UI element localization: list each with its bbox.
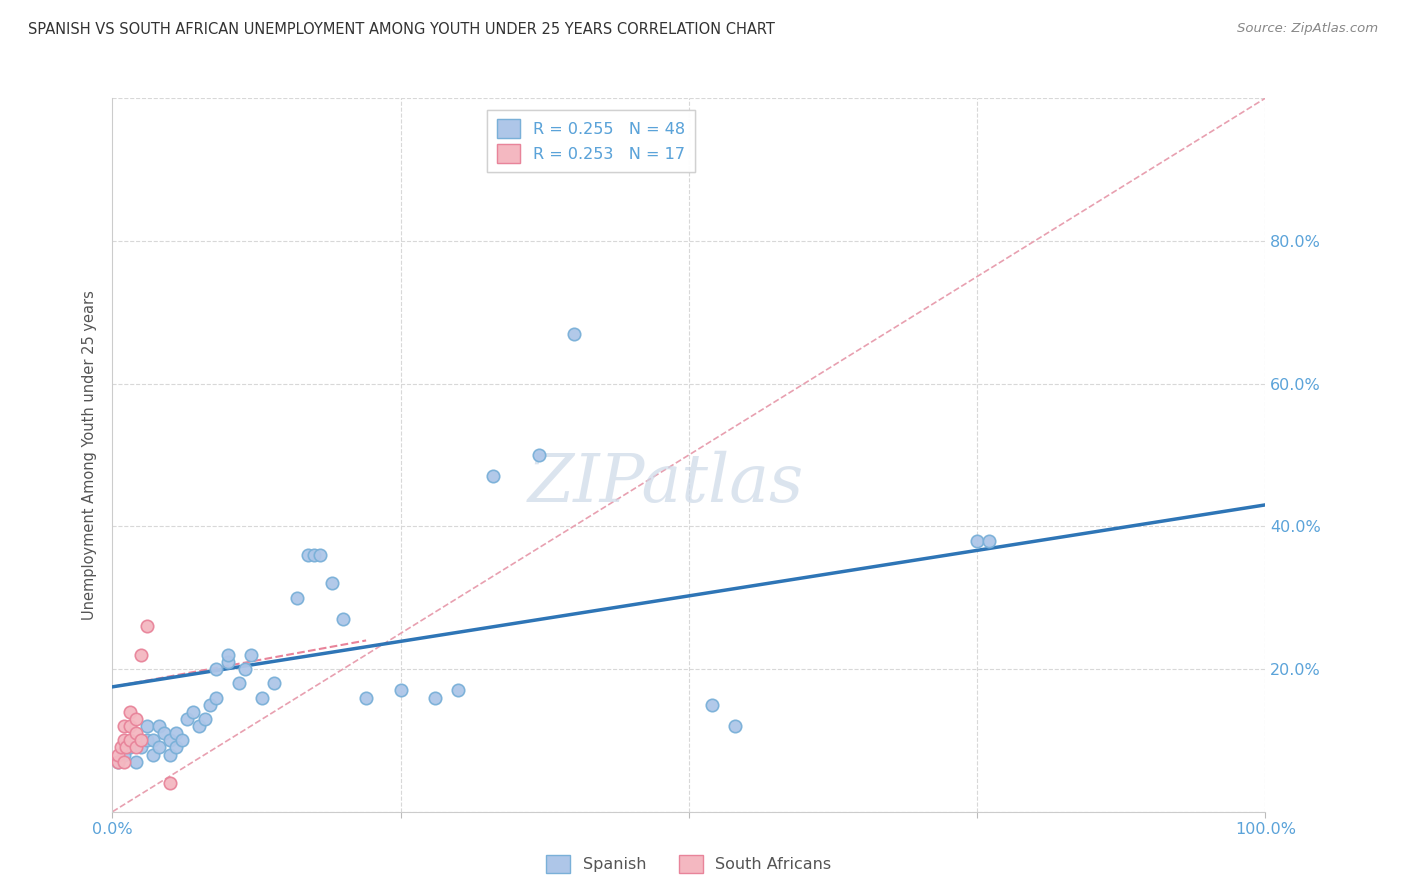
Point — [200, 698, 222, 712]
Point — [124, 740, 146, 755]
Point — [136, 619, 159, 633]
Point — [159, 747, 181, 762]
Point — [159, 776, 181, 790]
Point — [304, 548, 326, 562]
Text: Source: ZipAtlas.com: Source: ZipAtlas.com — [1237, 22, 1378, 36]
Point — [527, 448, 550, 462]
Point — [112, 755, 135, 769]
Point — [142, 747, 165, 762]
Point — [217, 655, 239, 669]
Point — [297, 548, 319, 562]
Point — [129, 733, 153, 747]
Point — [239, 648, 262, 662]
Point — [285, 591, 308, 605]
Point — [205, 662, 228, 676]
Point — [153, 726, 176, 740]
Legend: Spanish, South Africans: Spanish, South Africans — [540, 848, 838, 880]
Point — [165, 726, 187, 740]
Point — [107, 755, 129, 769]
Point — [118, 740, 141, 755]
Point — [136, 719, 159, 733]
Y-axis label: Unemployment Among Youth under 25 years: Unemployment Among Youth under 25 years — [82, 290, 97, 620]
Point — [724, 719, 747, 733]
Point — [233, 662, 256, 676]
Point — [136, 733, 159, 747]
Point — [194, 712, 217, 726]
Point — [354, 690, 377, 705]
Point — [170, 733, 193, 747]
Legend: R = 0.255   N = 48, R = 0.253   N = 17: R = 0.255 N = 48, R = 0.253 N = 17 — [486, 110, 695, 172]
Point — [228, 676, 250, 690]
Point — [447, 683, 470, 698]
Point — [205, 690, 228, 705]
Point — [321, 576, 343, 591]
Point — [187, 719, 211, 733]
Point — [129, 740, 153, 755]
Point — [482, 469, 505, 483]
Point — [124, 755, 146, 769]
Point — [309, 548, 332, 562]
Point — [112, 719, 135, 733]
Point — [332, 612, 354, 626]
Text: ZIPatlas: ZIPatlas — [527, 450, 804, 516]
Point — [112, 733, 135, 747]
Point — [112, 747, 135, 762]
Point — [389, 683, 412, 698]
Point — [107, 755, 129, 769]
Point — [148, 719, 170, 733]
Point — [118, 705, 141, 719]
Point — [217, 648, 239, 662]
Point — [252, 690, 274, 705]
Point — [129, 648, 153, 662]
Point — [966, 533, 988, 548]
Point — [110, 740, 132, 755]
Point — [124, 712, 146, 726]
Point — [115, 740, 138, 755]
Point — [562, 326, 585, 341]
Text: SPANISH VS SOUTH AFRICAN UNEMPLOYMENT AMONG YOUTH UNDER 25 YEARS CORRELATION CHA: SPANISH VS SOUTH AFRICAN UNEMPLOYMENT AM… — [28, 22, 775, 37]
Point — [181, 705, 204, 719]
Point — [977, 533, 1000, 548]
Point — [118, 733, 141, 747]
Point — [700, 698, 723, 712]
Point — [142, 733, 165, 747]
Point — [176, 712, 198, 726]
Point — [118, 719, 141, 733]
Point — [124, 726, 146, 740]
Point — [148, 740, 170, 755]
Point — [107, 747, 129, 762]
Point — [425, 690, 447, 705]
Point — [263, 676, 285, 690]
Point — [165, 740, 187, 755]
Point — [159, 733, 181, 747]
